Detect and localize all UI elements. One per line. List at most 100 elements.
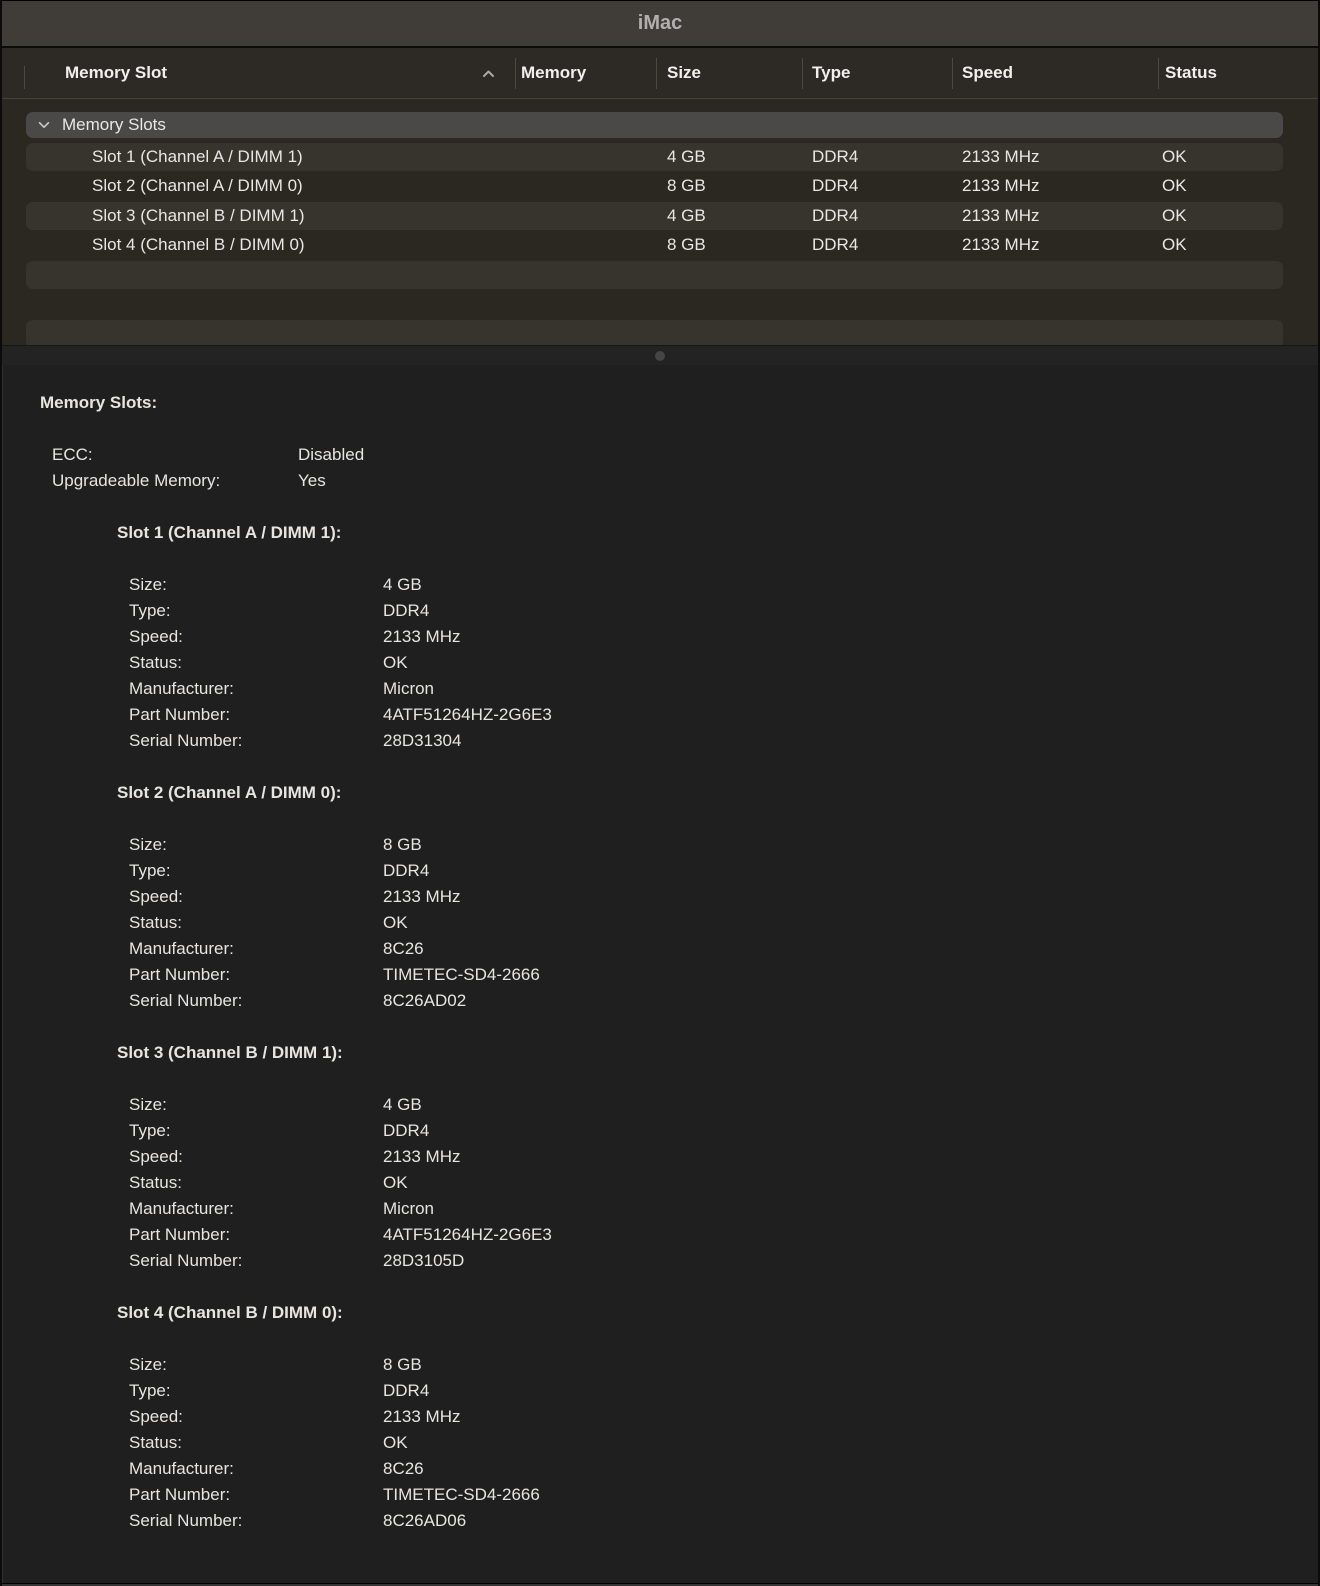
cell-status: OK	[1162, 176, 1187, 196]
table-row-slot-3[interactable]: Slot 3 (Channel B / DIMM 1) 4 GB DDR4 21…	[26, 201, 1283, 231]
cell-type: DDR4	[812, 176, 859, 196]
column-resize-handle[interactable]	[952, 58, 953, 89]
cell-speed: 2133 MHz	[962, 146, 1040, 166]
detail-label: ECC:	[52, 445, 93, 464]
detail-label: Speed:	[129, 1407, 183, 1426]
detail-value: 2133 MHz	[383, 1407, 461, 1426]
detail-label: Manufacturer:	[129, 1459, 234, 1478]
cell-status: OK	[1162, 205, 1187, 225]
chevron-down-icon[interactable]	[36, 117, 52, 133]
detail-label: Type:	[129, 1121, 171, 1140]
detail-value: 8 GB	[383, 835, 422, 854]
detail-value: 28D31304	[383, 731, 462, 750]
detail-value: 28D3105D	[383, 1251, 465, 1270]
detail-value: OK	[383, 653, 408, 672]
cell-type: DDR4	[812, 235, 859, 255]
column-resize-handle[interactable]	[515, 58, 516, 89]
detail-value: 2133 MHz	[383, 887, 461, 906]
cell-speed: 2133 MHz	[962, 205, 1040, 225]
splitter-drag-handle-icon[interactable]	[655, 350, 665, 361]
group-row-label: Memory Slots	[62, 115, 166, 134]
detail-value: OK	[383, 1173, 408, 1192]
column-header-speed[interactable]: Speed	[962, 63, 1014, 82]
detail-value: Yes	[298, 471, 326, 490]
cell-type: DDR4	[812, 146, 859, 166]
column-resize-handle[interactable]	[1158, 58, 1159, 89]
column-header-size[interactable]: Size	[667, 63, 702, 82]
detail-value: 8 GB	[383, 1355, 422, 1374]
table-row-slot-2[interactable]: Slot 2 (Channel A / DIMM 0) 8 GB DDR4 21…	[26, 172, 1283, 202]
detail-value: Disabled	[298, 445, 365, 464]
detail-label: Speed:	[129, 887, 183, 906]
column-header-type[interactable]: Type	[812, 63, 851, 82]
detail-value: Micron	[383, 1199, 435, 1218]
detail-value: Micron	[383, 679, 435, 698]
detail-label: Manufacturer:	[129, 939, 234, 958]
cell-speed: 2133 MHz	[962, 176, 1040, 196]
detail-label: Speed:	[129, 1147, 183, 1166]
detail-value: 8C26	[383, 939, 424, 958]
window-title-text: iMac	[637, 12, 683, 34]
cell-memory-slot: Slot 3 (Channel B / DIMM 1)	[92, 205, 305, 225]
detail-label: Speed:	[129, 627, 183, 646]
memory-slot-table: Memory Slots Slot 1 (Channel A / DIMM 1)…	[2, 99, 1318, 345]
column-header-status[interactable]: Status	[1165, 63, 1217, 82]
detail-label: Type:	[129, 1381, 171, 1400]
detail-label: Size:	[129, 835, 167, 854]
group-row-memory-slots[interactable]: Memory Slots	[26, 112, 1283, 138]
detail-value: DDR4	[383, 1381, 430, 1400]
detail-value: 2133 MHz	[383, 1147, 461, 1166]
cell-status: OK	[1162, 235, 1187, 255]
detail-value: OK	[383, 1433, 408, 1452]
detail-label: Status:	[129, 913, 182, 932]
detail-pane: Memory Slots: ECC: Disabled Upgradeable …	[2, 365, 1318, 1583]
detail-label: Serial Number:	[129, 731, 243, 750]
table-header: Memory Slot Memory Size Type Speed Statu…	[2, 48, 1318, 99]
table-row-slot-1[interactable]: Slot 1 (Channel A / DIMM 1) 4 GB DDR4 21…	[26, 142, 1283, 172]
detail-value: 4ATF51264HZ-2G6E3	[383, 1225, 552, 1244]
cell-size: 4 GB	[667, 205, 706, 225]
cell-speed: 2133 MHz	[962, 235, 1040, 255]
pane-splitter[interactable]	[2, 345, 1318, 365]
section-heading-slot-2: Slot 2 (Channel A / DIMM 0):	[117, 783, 342, 802]
detail-label: Status:	[129, 1433, 182, 1452]
detail-value: TIMETEC-SD4-2666	[383, 1485, 540, 1504]
column-resize-handle[interactable]	[802, 58, 803, 89]
cell-memory-slot: Slot 4 (Channel B / DIMM 0)	[92, 235, 305, 255]
column-header-memory-slot[interactable]: Memory Slot	[65, 63, 168, 82]
window-bottom-edge	[2, 1583, 1318, 1586]
detail-value: 8C26	[383, 1459, 424, 1478]
empty-row	[26, 290, 1283, 320]
section-heading-slot-4: Slot 4 (Channel B / DIMM 0):	[117, 1303, 343, 1322]
detail-label: Part Number:	[129, 705, 231, 724]
cell-size: 8 GB	[667, 176, 706, 196]
detail-label: Type:	[129, 601, 171, 620]
detail-label: Status:	[129, 1173, 182, 1192]
section-heading-slot-3: Slot 3 (Channel B / DIMM 1):	[117, 1043, 343, 1062]
detail-label: Size:	[129, 575, 167, 594]
column-resize-handle[interactable]	[656, 58, 657, 89]
detail-label: Size:	[129, 1355, 167, 1374]
detail-value: TIMETEC-SD4-2666	[383, 965, 540, 984]
column-header-memory[interactable]: Memory	[521, 63, 587, 82]
detail-value: 8C26AD06	[383, 1511, 467, 1530]
cell-size: 4 GB	[667, 146, 706, 166]
detail-value: OK	[383, 913, 408, 932]
detail-value: 4 GB	[383, 575, 422, 594]
detail-value: 4 GB	[383, 1095, 422, 1114]
detail-label: Size:	[129, 1095, 167, 1114]
detail-label: Part Number:	[129, 1225, 231, 1244]
detail-label: Manufacturer:	[129, 1199, 234, 1218]
detail-value: DDR4	[383, 861, 430, 880]
detail-label: Status:	[129, 653, 182, 672]
table-row-slot-4[interactable]: Slot 4 (Channel B / DIMM 0) 8 GB DDR4 21…	[26, 231, 1283, 261]
detail-label: Serial Number:	[129, 1511, 243, 1530]
cell-memory-slot: Slot 1 (Channel A / DIMM 1)	[92, 146, 303, 166]
window-title: iMac	[2, 1, 1318, 48]
cell-type: DDR4	[812, 205, 859, 225]
section-heading-slot-1: Slot 1 (Channel A / DIMM 1):	[117, 523, 342, 542]
detail-value: DDR4	[383, 1121, 430, 1140]
cell-memory-slot: Slot 2 (Channel A / DIMM 0)	[92, 176, 303, 196]
detail-label: Part Number:	[129, 965, 231, 984]
